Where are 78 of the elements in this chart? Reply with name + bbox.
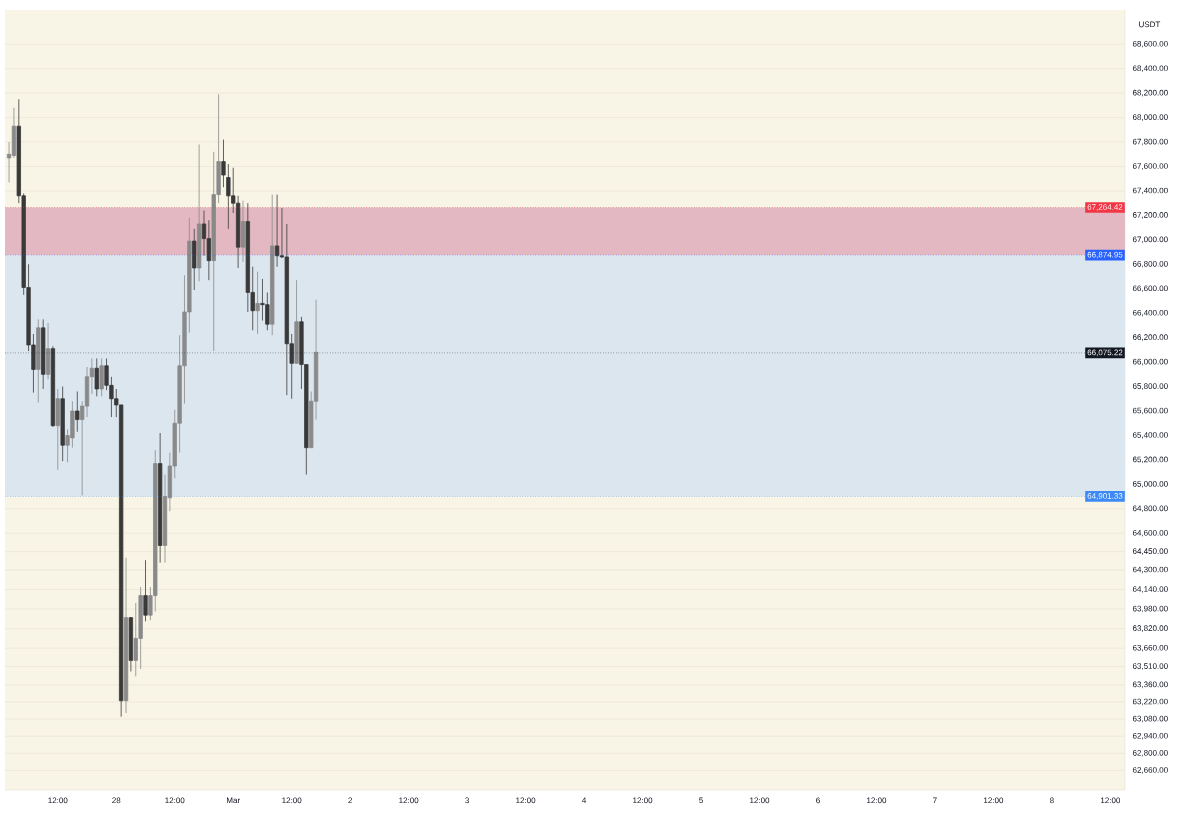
- candlestick: [60, 386, 65, 462]
- ref-line-label: 64,901.33: [1087, 493, 1123, 500]
- x-tick-label: 12:00: [1100, 797, 1121, 804]
- y-tick-label: 64,450.00: [1132, 548, 1168, 555]
- y-tick-label: 65,000.00: [1132, 481, 1168, 488]
- y-tick-label: 63,360.00: [1132, 681, 1168, 689]
- x-tick-label: 12:00: [48, 797, 68, 804]
- y-tick-label: 62,660.00: [1132, 767, 1168, 774]
- y-tick-label: 68,200.00: [1132, 89, 1168, 97]
- ref-line-label: 67,264.42: [1087, 204, 1123, 211]
- y-tick-label: 68,400.00: [1132, 65, 1168, 72]
- candlestick: [255, 271, 260, 335]
- candlestick: [196, 144, 202, 282]
- ref-line-label: 66,075.22: [1087, 349, 1123, 357]
- y-tick-label: 63,220.00: [1132, 698, 1168, 706]
- y-tick-label: 65,800.00: [1132, 383, 1168, 390]
- x-tick-label: 12:00: [282, 797, 302, 804]
- x-tick-label: 2: [348, 797, 352, 804]
- candlestick: [221, 139, 226, 188]
- y-tick-label: 68,600.00: [1132, 40, 1168, 48]
- y-tick-label: 65,400.00: [1132, 432, 1168, 439]
- candlestick: [274, 194, 280, 268]
- candlestick: [240, 200, 246, 263]
- y-tick-label: 68,000.00: [1132, 114, 1168, 121]
- y-tick-label: 64,140.00: [1132, 586, 1168, 593]
- y-tick-label: 62,940.00: [1132, 732, 1168, 740]
- y-tick-label: 63,820.00: [1132, 625, 1168, 632]
- y-tick-label: 67,600.00: [1132, 163, 1168, 170]
- x-tick-label: 12:00: [867, 797, 887, 804]
- candlestick: [55, 388, 60, 471]
- candlestick: [94, 358, 99, 397]
- x-tick-label: 12:00: [984, 797, 1004, 804]
- y-axis-title: USDT: [1139, 21, 1161, 28]
- candlestick: [157, 432, 163, 563]
- x-tick-label: 12:00: [399, 797, 419, 804]
- y-tick-label: 66,000.00: [1132, 358, 1168, 366]
- x-tick-label: 6: [816, 797, 820, 804]
- y-tick-label: 67,000.00: [1132, 236, 1168, 244]
- y-tick-label: 63,080.00: [1132, 715, 1168, 723]
- candlestick: [45, 322, 51, 380]
- candlestick: [41, 318, 46, 390]
- candlestick: [143, 559, 148, 622]
- x-tick-label: 8: [1050, 797, 1054, 804]
- x-tick-label: Mar: [226, 797, 240, 804]
- y-tick-label: 65,600.00: [1132, 407, 1168, 415]
- y-tick-label: 66,600.00: [1132, 285, 1168, 293]
- y-tick-label: 63,980.00: [1132, 605, 1168, 613]
- candlestick: [128, 617, 134, 672]
- y-tick-label: 65,200.00: [1132, 456, 1168, 464]
- x-tick-label: 12:00: [633, 797, 653, 804]
- candlestick: [75, 391, 80, 433]
- candlestick: [192, 228, 197, 291]
- candlestick: [36, 318, 41, 403]
- x-tick-label: 12:00: [750, 797, 770, 804]
- x-tick-label: 12:00: [516, 797, 536, 804]
- x-tick-label: 4: [582, 797, 587, 804]
- x-tick-label: 12:00: [165, 797, 185, 804]
- ref-line-label: 66,874.95: [1087, 251, 1123, 259]
- candlestick: [123, 557, 129, 714]
- y-tick-label: 62,800.00: [1132, 750, 1168, 757]
- y-tick-label: 64,800.00: [1132, 505, 1168, 513]
- y-tick-label: 66,200.00: [1132, 334, 1168, 341]
- candlestick: [270, 194, 275, 336]
- y-tick-label: 66,800.00: [1132, 260, 1168, 268]
- x-tick-label: 5: [699, 797, 703, 804]
- y-tick-label: 63,510.00: [1132, 663, 1168, 670]
- x-tick-label: 7: [933, 797, 937, 804]
- y-tick-label: 63,660.00: [1132, 644, 1168, 652]
- y-tick-label: 64,600.00: [1132, 529, 1168, 537]
- y-tick-label: 64,300.00: [1132, 566, 1168, 574]
- x-tick-label: 28: [112, 797, 121, 804]
- x-tick-label: 3: [465, 797, 469, 804]
- candlestick: [294, 279, 299, 364]
- y-tick-label: 66,400.00: [1132, 309, 1168, 317]
- y-tick-label: 67,400.00: [1132, 187, 1168, 195]
- y-tick-label: 67,800.00: [1132, 138, 1168, 146]
- candlestick: [99, 358, 104, 397]
- y-tick-label: 67,200.00: [1132, 212, 1168, 219]
